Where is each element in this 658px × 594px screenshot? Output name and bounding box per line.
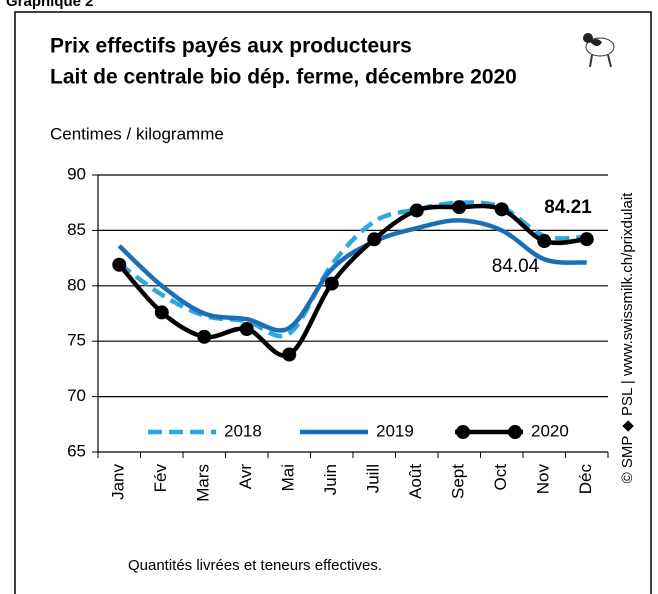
marker: [112, 257, 127, 272]
legend-label: 2020: [531, 421, 569, 440]
x-tick-label: Déc: [576, 464, 595, 495]
data-label: 84.21: [544, 197, 592, 218]
x-tick-label: Août: [406, 464, 425, 499]
marker: [452, 200, 467, 215]
x-tick-label: Juill: [364, 464, 383, 493]
chart-subtitle: Lait de centrale bio dép. ferme, décembr…: [50, 66, 517, 89]
series-line: [117, 218, 587, 333]
cow-icon: [583, 33, 615, 68]
marker: [239, 322, 254, 337]
y-tick-label: 65: [67, 441, 86, 460]
y-tick-label: 70: [67, 386, 86, 405]
x-tick-label: Fév: [151, 464, 170, 493]
marker: [579, 232, 594, 247]
source: © SMP ◆ PSL | www.swissmilk.ch/prixdulai…: [619, 192, 636, 484]
chart-title: Prix effectifs payés aux producteurs: [50, 35, 412, 58]
marker: [197, 329, 212, 344]
marker: [367, 232, 382, 247]
x-tick-label: Sept: [449, 464, 468, 499]
marker: [494, 202, 509, 217]
legend-label: 2019: [376, 421, 414, 440]
y-tick-label: 90: [67, 164, 86, 183]
marker: [409, 203, 424, 218]
data-label: 84.04: [492, 256, 540, 277]
x-tick-label: Juin: [321, 464, 340, 495]
y-tick-label: 85: [67, 220, 86, 239]
y-tick-label: 75: [67, 331, 86, 350]
caption: Graphique 2: [6, 0, 94, 10]
y-tick-label: 80: [67, 275, 86, 294]
x-tick-label: Oct: [491, 464, 510, 491]
x-tick-label: Mars: [194, 464, 213, 502]
marker: [154, 305, 169, 320]
note: Quantités livrées et teneurs effectives.: [128, 557, 382, 574]
legend-bg: [144, 420, 274, 444]
x-tick-label: Janv: [109, 464, 128, 500]
legend-marker: [456, 425, 470, 439]
x-tick-label: Avr: [236, 464, 255, 490]
marker: [324, 276, 339, 291]
x-tick-label: Mai: [279, 464, 298, 491]
marker: [282, 347, 297, 362]
y-axis-label: Centimes / kilogramme: [50, 124, 224, 143]
legend-label: 2018: [224, 421, 262, 440]
x-tick-label: Nov: [534, 464, 553, 495]
series-line: [117, 203, 587, 358]
marker: [537, 234, 552, 249]
frame: [14, 11, 652, 594]
caption-bg: [0, 0, 130, 11]
legend-marker: [508, 425, 522, 439]
